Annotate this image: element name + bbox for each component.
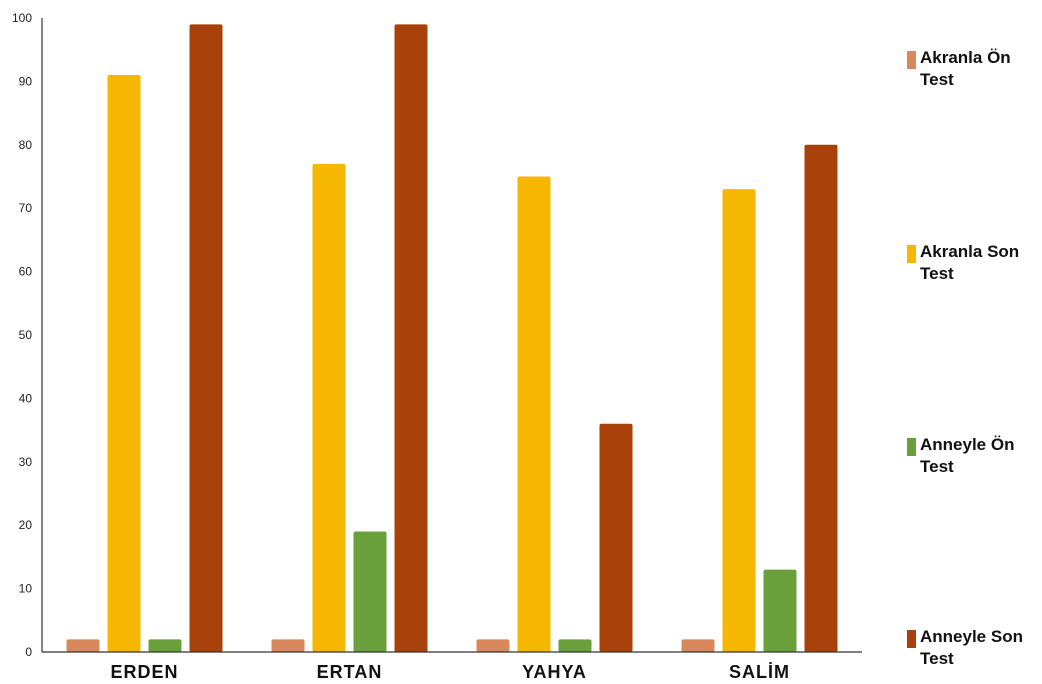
bars [66,24,838,653]
y-tick-label: 80 [19,138,33,152]
bar [66,639,100,652]
y-tick-label: 70 [19,201,33,215]
legend-label: Anneyle Son Test [920,627,1023,668]
y-axis: 0 10 20 30 40 50 60 70 80 90 100 [12,11,43,659]
legend-label: Akranla Ön Test [920,48,1011,89]
bar [189,24,223,652]
bar [312,163,346,652]
x-tick-label: ERDEN [110,662,178,682]
bar [353,531,387,652]
bar [148,639,182,652]
bar [763,569,797,652]
bar [476,639,510,652]
y-tick-label: 20 [19,518,33,532]
y-tick-label: 10 [19,582,33,596]
y-tick-label: 0 [25,645,32,659]
bar [722,189,756,652]
bar [558,639,592,652]
legend-swatch [907,51,916,69]
bar [517,176,551,652]
y-tick-label: 100 [12,11,32,25]
x-axis: ERDEN ERTAN YAHYA SALİM [42,651,862,682]
bar [107,75,141,652]
bar [599,423,633,652]
x-tick-label: ERTAN [317,662,383,682]
y-tick-label: 90 [19,74,33,88]
x-tick-label: YAHYA [522,662,587,682]
x-tick-label: SALİM [729,662,790,682]
y-tick-label: 50 [19,328,33,342]
y-tick-label: 40 [19,391,33,405]
legend-swatch [907,245,916,263]
legend: Akranla Ön Test Akranla Son Test Anneyle Ön T… [907,48,1023,668]
legend-swatch [907,630,916,648]
bar [804,144,838,653]
bar [681,639,715,652]
bar [271,639,305,652]
bar [394,24,428,652]
y-tick-label: 60 [19,265,33,279]
legend-label: Anneyle Ön Test [920,435,1014,476]
y-tick-label: 30 [19,455,33,469]
legend-label: Akranla Son Test [920,242,1019,283]
legend-swatch [907,438,916,456]
